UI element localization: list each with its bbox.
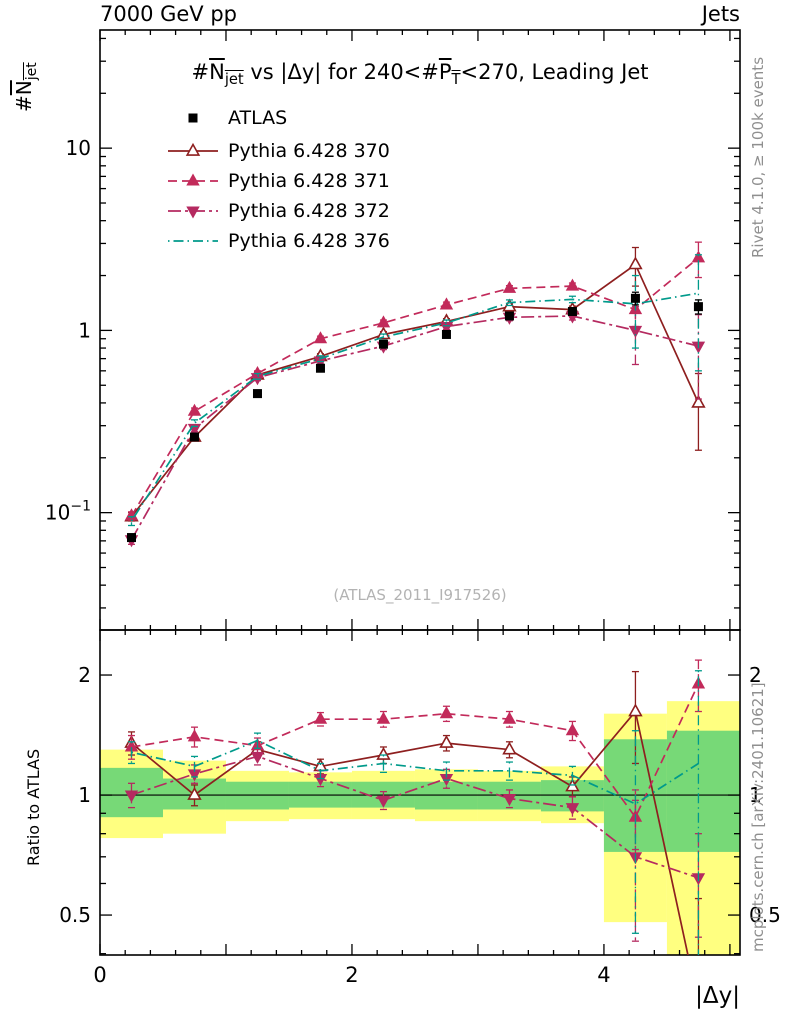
legend-label-pythia-371: Pythia 6.428 371 <box>228 170 390 192</box>
x-tick-label: 4 <box>597 963 610 987</box>
header-analysis-type: Jets <box>701 2 740 26</box>
y-tick-label-ratio-right: 0.5 <box>749 903 781 927</box>
y-tick-label-ratio-right: 1 <box>749 783 762 807</box>
x-tick-label: 0 <box>93 963 106 987</box>
series-pythia-6-428-376 <box>127 670 702 955</box>
y-tick-label-main: 10 <box>66 136 91 160</box>
title-segment: # <box>191 60 210 84</box>
legend-label-pythia-372: Pythia 6.428 372 <box>228 200 390 222</box>
y-tick-label-ratio-left: 2 <box>78 663 91 687</box>
legend-samples <box>168 113 218 242</box>
series-pythia-6-428-371 <box>124 241 706 521</box>
title-segment: N <box>209 60 225 84</box>
ratio-series <box>124 659 706 955</box>
axis-ticks: 0 2 4 10 1 10−1 2 2 1 1 0.5 0.5 <box>45 30 781 987</box>
y-tick-label-main: 10−1 <box>45 499 91 525</box>
y-tick-label-ratio-right: 2 <box>749 663 762 687</box>
series-atlas <box>126 291 703 543</box>
title-segment: T <box>451 71 461 89</box>
y-tick-label-ratio-left: 1 <box>78 783 91 807</box>
series-pythia-6-428-376 <box>127 254 702 527</box>
x-axis-label: |Δy| <box>695 983 740 1009</box>
title-segment: # <box>12 95 36 112</box>
series-pythia-6-428-370 <box>124 246 706 522</box>
y-axis-label-main: #Njet <box>12 62 40 112</box>
header-beam-energy: 7000 GeV pp <box>100 2 238 26</box>
title-segment: <270, Leading Jet <box>460 60 649 84</box>
title-segment: N <box>12 80 36 96</box>
green-band-bin <box>666 730 740 852</box>
legend-label-pythia-376: Pythia 6.428 376 <box>228 230 390 252</box>
x-tick-label: 2 <box>345 963 358 987</box>
series-pythia-6-428-372 <box>124 305 706 548</box>
mcplots-citation-note: mcplots.cern.ch [arXiv:2401.10621] <box>749 682 767 952</box>
y-tick-label-main: 1 <box>78 318 91 342</box>
legend-label-pythia-370: Pythia 6.428 370 <box>228 140 390 162</box>
plot-title: #Njet vs |Δy| for 240<#PT<270, Leading J… <box>100 60 740 88</box>
rivet-version-note: Rivet 4.1.0, ≥ 100k events <box>749 56 767 258</box>
legend-label-atlas: ATLAS <box>228 107 288 129</box>
title-segment: P <box>438 60 452 84</box>
y-tick-label-ratio-left: 0.5 <box>59 903 91 927</box>
title-segment: jet <box>224 71 244 89</box>
analysis-id-watermark: (ATLAS_2011_I917526) <box>333 586 507 604</box>
y-axis-label-ratio: Ratio to ATLAS <box>24 748 43 866</box>
title-segment: vs |Δy| for 240<# <box>243 60 439 84</box>
title-segment: jet <box>23 62 40 81</box>
main-series <box>124 241 706 548</box>
